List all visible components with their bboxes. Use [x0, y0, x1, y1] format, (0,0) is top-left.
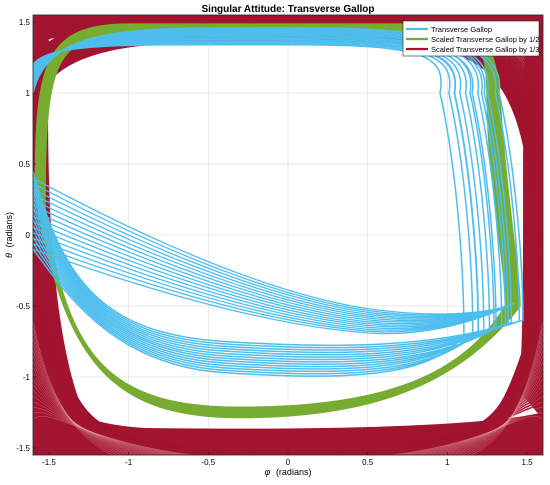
- y-axis-label: θ (radians): [4, 212, 14, 258]
- legend-entry-scaled-half: Scaled Transverse Gallop by 1/2: [431, 35, 539, 44]
- y-tick-label: 1.5: [19, 18, 31, 27]
- series-scaled-third-streak: [400, 407, 543, 455]
- x-axis-symbol: φ: [265, 467, 271, 477]
- series-scaled-third-streak: [424, 378, 543, 455]
- series-transverse-gallop-trajectory: [33, 27, 524, 347]
- x-tick-label: 1: [445, 458, 450, 467]
- series-transverse-gallop-trajectory: [33, 42, 474, 375]
- series-transverse-gallop-trajectory: [33, 41, 479, 373]
- series-scaled-third-streak: [414, 390, 543, 455]
- x-axis-ticks: -1.5 -1 -0.5 0 0.5 1 1.5: [42, 452, 533, 467]
- legend: Transverse Gallop Scaled Transverse Gall…: [402, 20, 539, 57]
- y-tick-label: 1: [26, 89, 31, 98]
- series-scaled-third-streak: [33, 378, 160, 455]
- y-axis-symbol: θ: [4, 253, 14, 258]
- series-scaled-third-streak: [33, 384, 165, 455]
- series-scaled-third-streak: [391, 416, 543, 455]
- series-transverse-gallop-trajectory: [33, 43, 465, 377]
- series-scaled-third-streak: [419, 384, 543, 455]
- series-transverse-gallop-trajectory: [33, 30, 509, 354]
- series-scaled-third-streak: [443, 355, 543, 455]
- series-transverse-gallop-trajectory: [33, 33, 503, 358]
- x-tick-label: 0.5: [362, 458, 374, 467]
- y-tick-label: -0.5: [16, 302, 30, 311]
- y-axis-ticks: -1.5 -1 -0.5 0 0.5 1 1.5: [16, 18, 36, 453]
- x-tick-label: -1: [125, 458, 133, 467]
- series-transverse-gallop-trajectory: [33, 34, 495, 361]
- series-scaled-third-streak: [33, 401, 179, 455]
- series-scaled-third-streak: [33, 416, 193, 455]
- series-scaled-third-streak: [33, 390, 169, 455]
- y-tick-label: -1: [23, 373, 31, 382]
- series-transverse-gallop-trajectory: [33, 37, 491, 366]
- series-scaled-third-streak: [438, 361, 543, 455]
- series-transverse-gallop-trajectory: [33, 28, 521, 349]
- series-scaled-third-streak: [33, 355, 141, 455]
- series-scaled-third-streak: [33, 395, 174, 455]
- series-transverse-gallop: [33, 27, 524, 377]
- series-transverse-gallop-trajectory: [33, 32, 507, 356]
- series-scaled-third-streak: [405, 401, 543, 455]
- x-tick-label: -1.5: [42, 458, 56, 467]
- x-axis-label: φ (radians): [265, 467, 312, 477]
- x-tick-label: -0.5: [201, 458, 215, 467]
- series-scaled-third-streak: [33, 349, 137, 455]
- series-transverse-gallop-trajectory: [33, 36, 497, 363]
- y-tick-label: 0.5: [19, 160, 31, 169]
- series-scaled-third-trajectory: [319, 404, 543, 455]
- series-scaled-third-streak: [33, 407, 184, 455]
- series-scaled-third-streak: [433, 366, 543, 455]
- chart-title: Singular Attitude: Transverse Gallop: [202, 4, 375, 15]
- series-transverse-gallop-trajectory: [33, 38, 485, 368]
- series-scaled-third-streak: [410, 395, 543, 455]
- legend-entry-transverse-gallop: Transverse Gallop: [431, 25, 492, 34]
- series-transverse-gallop-trajectory: [33, 29, 513, 351]
- series-scaled-third-streak: [33, 366, 151, 455]
- series-scaled-third-streak: [429, 372, 543, 455]
- y-axis-unit: (radians): [4, 212, 14, 248]
- series-scaled-third-band: [33, 376, 543, 455]
- y-tick-label: -1.5: [16, 444, 30, 453]
- series-scaled-third-streak: [33, 343, 132, 455]
- series-scaled-third-streak: [33, 412, 188, 455]
- series-scaled-third-streak: [396, 412, 543, 455]
- x-tick-label: 1.5: [522, 458, 534, 467]
- x-tick-label: 0: [286, 458, 291, 467]
- x-axis-unit: (radians): [276, 467, 312, 477]
- series-transverse-gallop-trajectory: [33, 248, 515, 335]
- legend-entry-scaled-third: Scaled Transverse Gallop by 1/3: [431, 45, 539, 54]
- y-tick-label: 0: [26, 231, 31, 240]
- series-scaled-third-trajectory: [33, 390, 273, 455]
